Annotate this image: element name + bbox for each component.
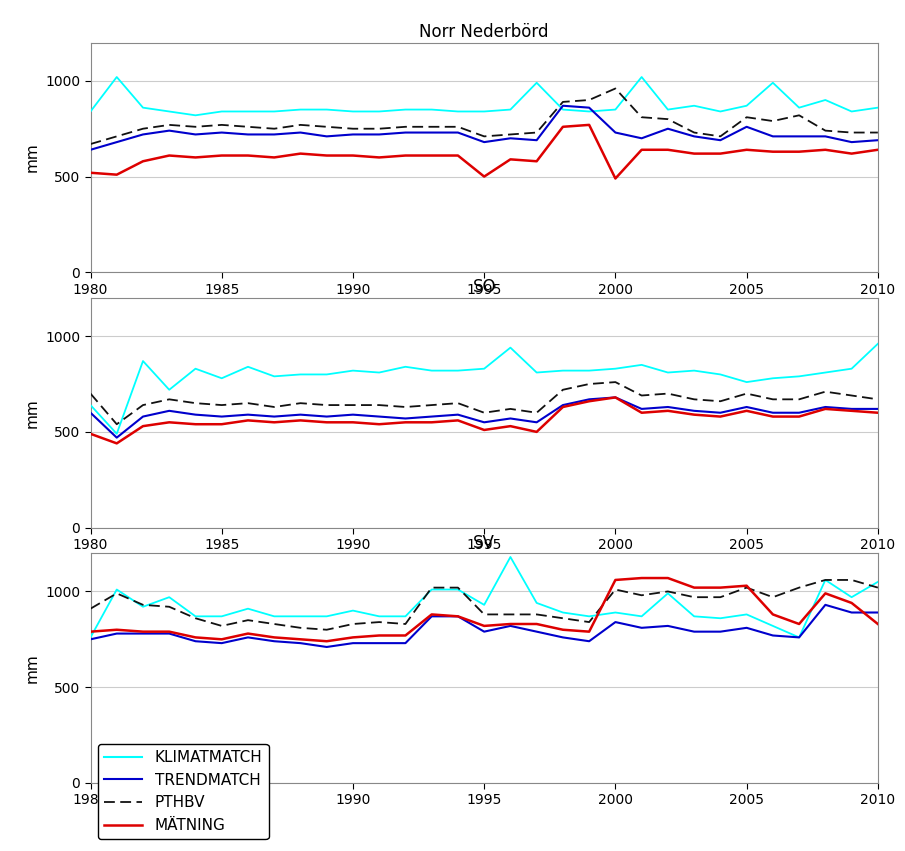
- Legend: KLIMATMATCH, TRENDMATCH, PTHBV, MÄTNING: KLIMATMATCH, TRENDMATCH, PTHBV, MÄTNING: [98, 744, 269, 839]
- Title: SO: SO: [472, 278, 496, 296]
- Title: SV: SV: [473, 534, 495, 551]
- Y-axis label: mm: mm: [24, 398, 40, 427]
- Y-axis label: mm: mm: [24, 143, 40, 172]
- Y-axis label: mm: mm: [24, 654, 40, 683]
- Title: Norr Nederbörd: Norr Nederbörd: [419, 23, 549, 41]
